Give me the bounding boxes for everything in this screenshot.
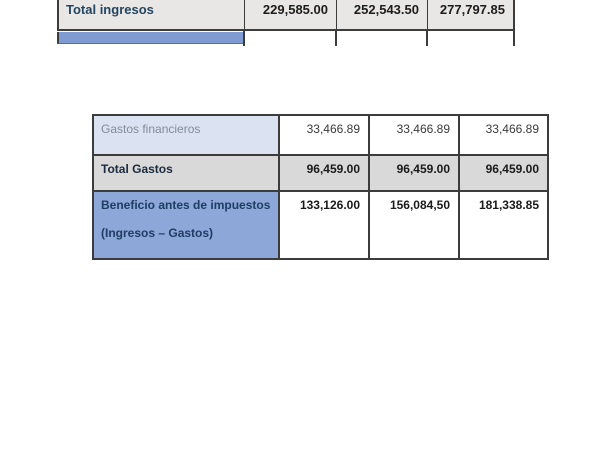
row-label-total-ingresos: Total ingresos [57,0,244,29]
table-row-total-ingresos: Total ingresos 229,585.00 252,543.50 277… [57,0,515,31]
column-border [426,31,428,46]
cell-value: 33,466.89 [368,116,458,154]
cell-value: 96,459.00 [458,156,547,190]
row-label-line2: (Ingresos – Gastos) [101,226,214,240]
cell-value: 277,797.85 [427,0,515,29]
cell-value: 181,338.85 [458,192,547,258]
cell-value: 33,466.89 [278,116,368,154]
column-border [513,31,515,46]
row-label-total-gastos: Total Gastos [94,156,278,190]
row-label-gastos-financieros: Gastos financieros [94,116,278,154]
highlighted-empty-cell [57,32,244,44]
column-border [243,31,245,46]
cell-value: 229,585.00 [244,0,336,29]
row-label-line1: Beneficio antes de impuestos [101,198,271,212]
cell-value: 133,126.00 [278,192,368,258]
cell-value: 96,459.00 [278,156,368,190]
cell-value: 33,466.89 [458,116,547,154]
bottom-table-gastos-beneficio: Gastos financieros 33,466.89 33,466.89 3… [92,114,549,260]
table-row-partial-cropped [57,31,515,47]
row-label-beneficio: Beneficio antes de impuestos (Ingresos –… [94,192,278,258]
top-table-ingresos: Total ingresos 229,585.00 252,543.50 277… [57,0,515,47]
cell-value: 96,459.00 [368,156,458,190]
cell-value: 252,543.50 [336,0,427,29]
cell-value: 156,084,50 [368,192,458,258]
table-row-gastos-financieros: Gastos financieros 33,466.89 33,466.89 3… [94,116,547,156]
table-row-beneficio: Beneficio antes de impuestos (Ingresos –… [94,192,547,258]
column-border [335,31,337,46]
table-row-total-gastos: Total Gastos 96,459.00 96,459.00 96,459.… [94,156,547,192]
